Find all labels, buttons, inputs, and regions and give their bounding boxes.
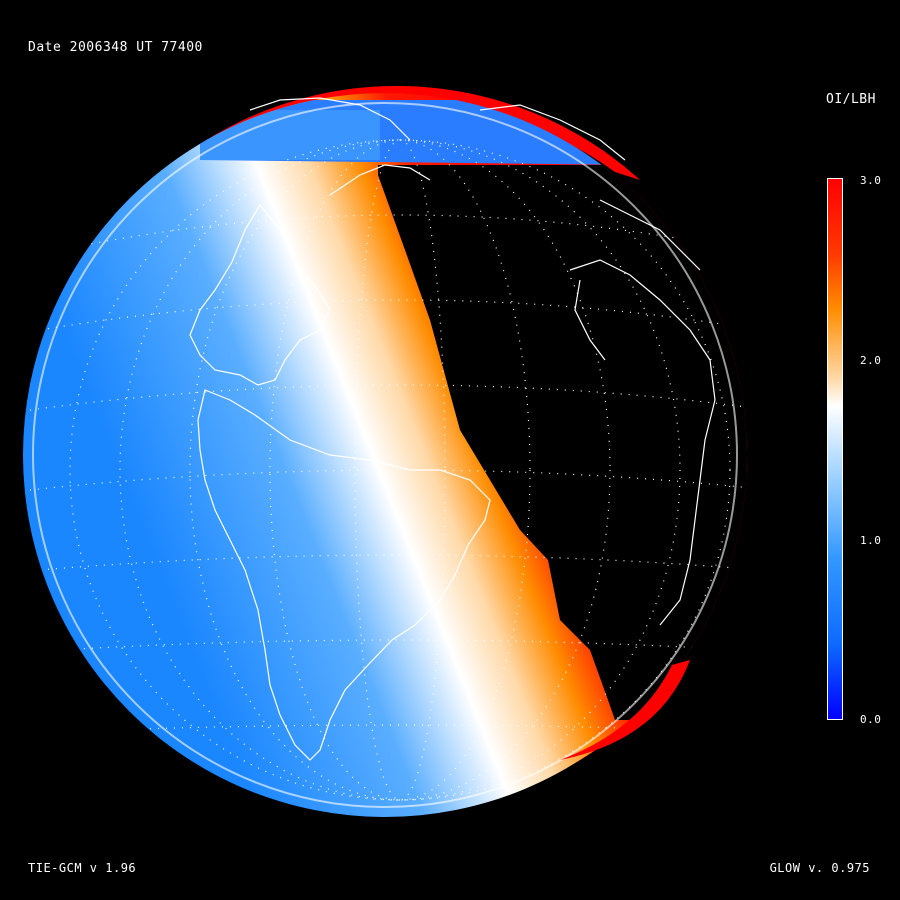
colorbar-tick: 3.0 (860, 174, 882, 187)
colorbar-tick: 2.0 (860, 354, 882, 367)
colorbar-tick: 0.0 (860, 713, 882, 726)
glow-version-label: GLOW v. 0.975 (769, 861, 870, 875)
graticule (29, 139, 747, 801)
colorbar (827, 178, 843, 720)
model-version-label: TIE-GCM v 1.96 (28, 861, 137, 875)
date-ut-label: Date 2006348 UT 77400 (28, 40, 203, 55)
colorbar-tick: 1.0 (860, 534, 882, 547)
limb-crescent (560, 660, 690, 760)
colorbar-title: OI/LBH (826, 92, 876, 107)
coastlines (189, 97, 716, 761)
